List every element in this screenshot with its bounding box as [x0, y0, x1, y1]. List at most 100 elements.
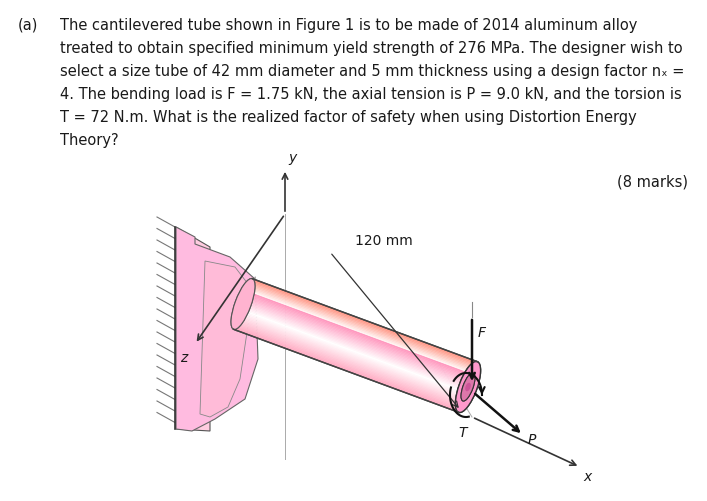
Polygon shape	[235, 326, 460, 410]
Ellipse shape	[461, 373, 475, 401]
Ellipse shape	[455, 362, 481, 413]
Polygon shape	[236, 322, 462, 406]
Polygon shape	[251, 282, 477, 366]
Text: F: F	[478, 325, 486, 339]
Polygon shape	[248, 289, 474, 373]
Polygon shape	[245, 297, 471, 381]
Polygon shape	[239, 315, 464, 399]
Polygon shape	[247, 291, 473, 375]
Text: x: x	[583, 469, 591, 483]
Ellipse shape	[231, 279, 255, 330]
Polygon shape	[237, 320, 462, 404]
Polygon shape	[176, 227, 210, 431]
Polygon shape	[250, 283, 476, 367]
Polygon shape	[236, 322, 462, 406]
Polygon shape	[235, 325, 460, 409]
Text: treated to obtain specified minimum yield strength of 276 MPa. The designer wish: treated to obtain specified minimum yiel…	[60, 41, 683, 56]
Polygon shape	[240, 310, 466, 394]
Polygon shape	[243, 303, 469, 387]
Polygon shape	[176, 227, 258, 431]
Text: z: z	[180, 350, 187, 364]
Polygon shape	[235, 326, 460, 410]
Polygon shape	[244, 301, 469, 385]
Polygon shape	[249, 287, 474, 371]
Polygon shape	[250, 284, 476, 368]
Polygon shape	[240, 310, 466, 394]
Polygon shape	[245, 298, 470, 382]
Text: 4. The bending load is F = 1.75 kN, the axial tension is P = 9.0 kN, and the tor: 4. The bending load is F = 1.75 kN, the …	[60, 87, 682, 102]
Polygon shape	[243, 302, 469, 386]
Polygon shape	[250, 284, 476, 368]
Polygon shape	[235, 323, 461, 407]
Polygon shape	[249, 288, 474, 372]
Polygon shape	[243, 305, 468, 388]
Ellipse shape	[465, 383, 471, 391]
Polygon shape	[243, 302, 469, 386]
Text: y: y	[288, 151, 296, 165]
Polygon shape	[235, 325, 460, 409]
Polygon shape	[238, 316, 464, 400]
Polygon shape	[247, 293, 472, 377]
Polygon shape	[240, 312, 465, 396]
Polygon shape	[240, 311, 466, 395]
Polygon shape	[238, 317, 463, 401]
Polygon shape	[246, 296, 472, 380]
Polygon shape	[242, 306, 467, 390]
Polygon shape	[246, 296, 472, 380]
Text: The cantilevered tube shown in Figure 1 is to be made of 2014 aluminum alloy: The cantilevered tube shown in Figure 1 …	[60, 18, 638, 33]
Polygon shape	[243, 305, 468, 388]
Polygon shape	[234, 327, 460, 411]
Polygon shape	[236, 321, 462, 405]
Polygon shape	[242, 307, 467, 391]
Text: select a size tube of 42 mm diameter and 5 mm thickness using a design factor nₓ: select a size tube of 42 mm diameter and…	[60, 64, 684, 79]
Polygon shape	[200, 262, 255, 417]
Polygon shape	[234, 327, 460, 411]
Polygon shape	[251, 282, 477, 366]
Polygon shape	[239, 313, 464, 397]
Polygon shape	[252, 281, 477, 364]
Polygon shape	[239, 313, 464, 397]
Polygon shape	[238, 318, 463, 402]
Polygon shape	[247, 292, 473, 376]
Text: Theory?: Theory?	[60, 133, 119, 148]
Polygon shape	[236, 321, 462, 405]
Text: T: T	[459, 425, 467, 439]
Ellipse shape	[461, 373, 475, 401]
Polygon shape	[245, 299, 470, 383]
Polygon shape	[252, 281, 477, 364]
Polygon shape	[250, 283, 476, 367]
Polygon shape	[246, 294, 472, 378]
Polygon shape	[243, 303, 469, 387]
Polygon shape	[238, 317, 463, 401]
Polygon shape	[238, 318, 463, 402]
Polygon shape	[252, 279, 477, 363]
Text: T = 72 N.m. What is the realized factor of safety when using Distortion Energy: T = 72 N.m. What is the realized factor …	[60, 110, 637, 125]
Polygon shape	[245, 299, 470, 383]
Polygon shape	[252, 279, 477, 363]
Polygon shape	[246, 294, 472, 378]
Polygon shape	[233, 329, 459, 412]
Ellipse shape	[231, 279, 255, 330]
Polygon shape	[238, 316, 464, 400]
Polygon shape	[241, 308, 467, 392]
Text: (8 marks): (8 marks)	[617, 174, 688, 189]
Ellipse shape	[465, 383, 471, 391]
Text: 120 mm: 120 mm	[355, 233, 413, 247]
Polygon shape	[247, 293, 472, 377]
Polygon shape	[242, 307, 467, 391]
Polygon shape	[233, 329, 459, 412]
Ellipse shape	[455, 362, 481, 413]
Polygon shape	[242, 306, 467, 390]
Polygon shape	[244, 301, 469, 385]
Polygon shape	[250, 286, 475, 370]
Polygon shape	[248, 289, 474, 373]
Polygon shape	[249, 288, 474, 372]
Text: (a): (a)	[18, 18, 38, 33]
Polygon shape	[240, 312, 465, 396]
Polygon shape	[245, 297, 471, 381]
Polygon shape	[235, 323, 461, 407]
Polygon shape	[241, 308, 467, 392]
Polygon shape	[239, 315, 464, 399]
Polygon shape	[237, 320, 462, 404]
Text: P: P	[528, 432, 537, 446]
